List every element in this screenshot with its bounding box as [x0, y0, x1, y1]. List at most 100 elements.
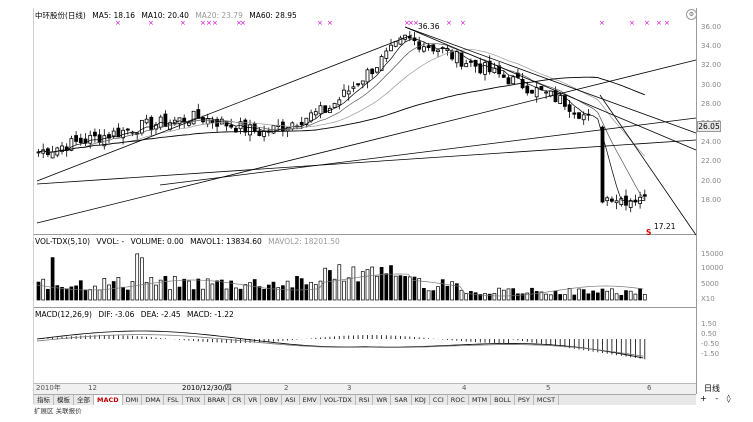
volume-bar: [473, 292, 478, 301]
ma20-value: MA20: 23.79: [195, 11, 243, 20]
volume-bar: [539, 291, 544, 301]
candle-body: [163, 113, 168, 128]
x-tick: 4: [462, 384, 467, 392]
tab-trix[interactable]: TRIX: [183, 395, 205, 405]
volume-bar: [168, 289, 172, 301]
tab-rsi[interactable]: RSI: [356, 395, 374, 405]
mavol2-value: MAVOL2: 18201.50: [268, 237, 340, 246]
candle-body: [426, 45, 431, 49]
tab-dma[interactable]: DMA: [142, 395, 165, 405]
volume-tick-label: 15000: [701, 250, 724, 258]
price-tick-label: 24.00: [701, 138, 722, 147]
volume-bar: [154, 284, 158, 301]
candle-body: [313, 111, 318, 116]
volume-bar: [196, 278, 201, 301]
volume-bar: [412, 276, 417, 301]
candle-body: [229, 124, 234, 128]
tab-macd[interactable]: MACD: [94, 395, 123, 405]
volume-bar: [642, 294, 647, 301]
tab-emv[interactable]: EMV: [300, 395, 321, 405]
candle-body: [544, 91, 548, 94]
volume-bar: [229, 280, 234, 301]
tab-kdj[interactable]: KDJ: [412, 395, 430, 405]
tab-brar[interactable]: BRAR: [205, 395, 230, 405]
volume-bar: [501, 289, 506, 301]
event-marker: ×: [317, 19, 323, 27]
volume-bar: [563, 294, 567, 301]
candle-body: [450, 51, 455, 60]
volume-bar: [459, 289, 464, 301]
volume-bar: [393, 275, 398, 301]
tab-boll[interactable]: BOLL: [491, 395, 515, 405]
extension-area-label[interactable]: 扩展区 关联报价: [34, 407, 82, 415]
volume-bar: [487, 293, 492, 301]
tab-wr[interactable]: WR: [373, 395, 392, 405]
tab-mcst[interactable]: MCST: [534, 395, 560, 405]
tab-全部[interactable]: 全部: [74, 395, 94, 405]
volume-bar: [304, 284, 309, 301]
event-marker: ×: [327, 19, 333, 27]
volume-bar: [93, 285, 97, 301]
tab-模板[interactable]: 模板: [54, 395, 74, 405]
tab-mtm[interactable]: MTM: [469, 395, 492, 405]
volume-header: VOL-TDX(5,10) VVOL: - VOLUME: 0.00 MAVOL…: [35, 236, 344, 247]
tab-fsl[interactable]: FSL: [164, 395, 183, 405]
trend-line: [36, 34, 413, 182]
volume-bar: [407, 276, 412, 301]
event-marker: ×: [413, 19, 419, 27]
candle-body: [201, 117, 205, 123]
volume-bar: [346, 277, 351, 301]
volume-bar: [497, 287, 501, 301]
low-price-label: 17.21: [654, 222, 676, 231]
tab-asi[interactable]: ASI: [282, 395, 300, 405]
volume-bar: [356, 281, 360, 301]
indicator-tabs: 指标 模板 全部 MACD DMI DMA FSL TRIX BRAR CR VR OBV ASI EMV…: [34, 394, 696, 405]
tab-vr[interactable]: VR: [245, 395, 262, 405]
period-label[interactable]: 日线: [704, 384, 720, 393]
volume-bar: [478, 294, 483, 301]
candle-body: [525, 85, 530, 94]
event-marker: ×: [644, 19, 650, 27]
candle-body: [506, 77, 511, 85]
tab-obv[interactable]: OBV: [261, 395, 283, 405]
candle-body: [389, 44, 393, 52]
candle-body: [60, 145, 64, 152]
volume-bar: [224, 288, 229, 301]
tab-cr[interactable]: CR: [229, 395, 246, 405]
candle-body: [614, 200, 619, 204]
candle-body: [558, 95, 563, 104]
tab-sar[interactable]: SAR: [391, 395, 412, 405]
tab-roc[interactable]: ROC: [448, 395, 469, 405]
volume-bar: [60, 287, 64, 301]
macd-value: MACD: -1.22: [187, 310, 234, 319]
volume-bar: [591, 290, 595, 301]
candle-body: [125, 128, 130, 131]
macd-tick-label: -0.50: [701, 340, 720, 348]
tab-vol-tdx[interactable]: VOL-TDX: [321, 395, 356, 405]
volume-bar: [534, 291, 539, 301]
volume-bar: [492, 293, 497, 301]
tab-psy[interactable]: PSY: [515, 395, 534, 405]
volume-bar: [426, 290, 431, 301]
x-tick: 3: [347, 384, 352, 392]
tab-指标[interactable]: 指标: [34, 395, 54, 405]
volume-tick-label: 5000: [701, 280, 719, 288]
candle-body: [563, 95, 567, 107]
candle-body: [252, 123, 257, 132]
candle-body: [407, 36, 412, 39]
zoom-controls[interactable]: + - ◊: [700, 394, 734, 403]
volume-tick-label: X10: [701, 295, 715, 303]
candle-body: [436, 49, 440, 53]
candle-body: [248, 124, 252, 136]
tab-dmi[interactable]: DMI: [123, 395, 143, 405]
volume-bar: [318, 280, 323, 301]
candle-body: [600, 126, 605, 203]
tab-cci[interactable]: CCI: [430, 395, 448, 405]
volume-bar: [78, 280, 83, 301]
event-marker: ×: [200, 19, 206, 27]
volume-bar: [605, 290, 610, 301]
volume-bar: [281, 285, 285, 301]
volume-bar: [454, 283, 459, 301]
price-tick-label: 22.00: [701, 157, 722, 166]
